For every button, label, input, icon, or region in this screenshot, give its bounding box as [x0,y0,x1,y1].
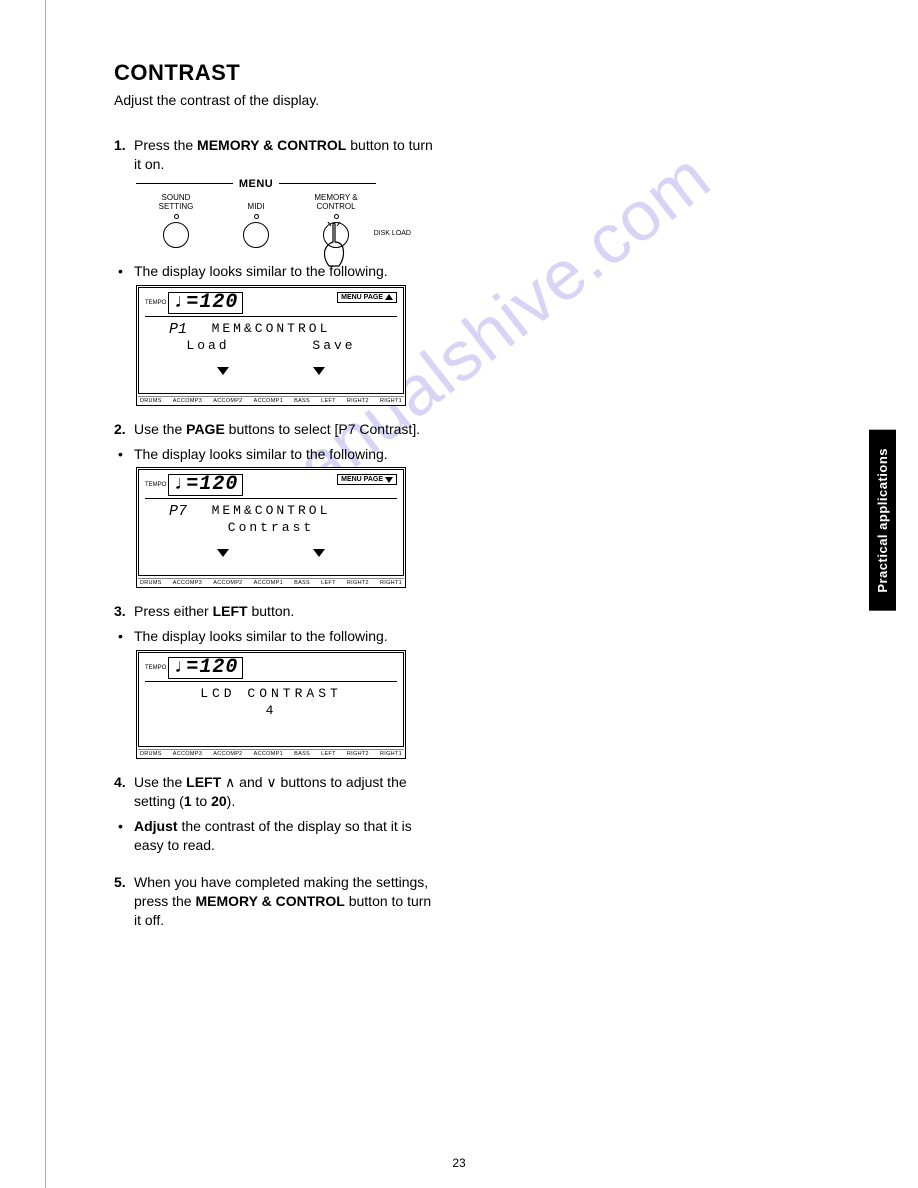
step-text: When you have completed making the setti… [134,873,434,930]
step-3: 3. Press either LEFT button. The display… [114,602,434,759]
t: Use the [134,421,186,437]
tempo-value: ♩=120 [168,657,243,679]
bullet-text: The display looks similar to the followi… [134,445,388,464]
step-text: Use the LEFT ∧ and ∨ buttons to adjust t… [134,773,434,811]
triangle-up-icon [385,294,393,300]
bullet-text: The display looks similar to the followi… [134,262,388,281]
menupage-indicator: MENU PAGE [337,292,397,303]
triangle-down-icon [217,367,229,375]
t: Adjust [134,818,178,834]
t: LEFT [213,603,248,619]
intro-text: Adjust the contrast of the display. [114,92,843,108]
led-icon [254,214,259,219]
t: 20 [211,793,227,809]
t: buttons to select [P7 Contrast]. [225,421,420,437]
t: Press either [134,603,213,619]
step-text: Press the MEMORY & CONTROL button to tur… [134,136,434,174]
track-labels: DRUMSACCOMP3ACCOMP2ACCOMP1BASSLEFTRIGHT2… [138,578,404,586]
t: MEMORY & CONTROL [195,893,344,909]
side-tab: Practical applications [869,430,896,611]
step-num: 4. [114,773,134,811]
bullet-text: Adjust the contrast of the display so th… [134,817,434,855]
triangle-down-icon [313,549,325,557]
step-num: 3. [114,602,134,621]
tempo-value: ♩=120 [168,292,243,314]
tempo-value: ♩=120 [168,474,243,496]
label: MEMORY & CONTROL [314,194,357,212]
menu-title: MENU [239,178,273,190]
step-text: Press either LEFT button. [134,602,434,621]
button-ring [243,222,269,248]
t: Use the [134,774,186,790]
label: MIDI [248,194,265,212]
t: MEMORY & CONTROL [197,137,346,153]
bullet-text: The display looks similar to the followi… [134,627,388,646]
rule [279,183,376,184]
steps-list: 1. Press the MEMORY & CONTROL button to … [114,136,434,929]
label: SOUND SETTING [159,194,194,212]
button-midi: MIDI [225,194,287,248]
triangle-down-icon [313,367,325,375]
tempo-label: TEMPO [145,300,166,306]
step-num: 5. [114,873,134,930]
lcd-sub: Contrast [228,520,314,535]
menu-figure: MENU SOUND SETTING MIDI [136,178,434,248]
tempo-label: TEMPO [145,665,166,671]
heading-contrast: CONTRAST [114,60,843,86]
bullet-icon [114,817,134,855]
lcd-value: 4 [266,703,277,718]
button-sound-setting: SOUND SETTING [145,194,207,248]
lcd-sub: Save [312,338,355,353]
button-memory-control: MEMORY & CONTROL DISK LOAD [305,194,367,248]
triangle-down-icon [217,549,229,557]
tempo-label: TEMPO [145,482,166,488]
bullet-icon [114,627,134,646]
t: ). [227,793,236,809]
button-ring [163,222,189,248]
lcd-figure-1: TEMPO ♩=120 MENU PAGE P1 MEM&CONTROL Loa… [136,285,434,406]
lcd-figure-2: TEMPO ♩=120 MENU PAGE P7 MEM&CONTROL Con… [136,467,434,588]
t: Press the [134,137,197,153]
step-num: 2. [114,420,134,439]
bullet-icon [114,445,134,464]
step-4: 4. Use the LEFT ∧ and ∨ buttons to adjus… [114,773,434,855]
t: 1 [184,793,192,809]
step-5: 5. When you have completed making the se… [114,873,434,930]
lcd-line1: LCD CONTRAST [145,686,397,701]
led-icon [334,214,339,219]
t: button. [248,603,295,619]
step-text: Use the PAGE buttons to select [P7 Contr… [134,420,434,439]
step-2: 2. Use the PAGE buttons to select [P7 Co… [114,420,434,589]
step-1: 1. Press the MEMORY & CONTROL button to … [114,136,434,406]
page-number: 23 [452,1156,465,1170]
diskload-label: DISK LOAD [374,230,411,237]
track-labels: DRUMSACCOMP3ACCOMP2ACCOMP1BASSLEFTRIGHT2… [138,396,404,404]
page-content: CONTRAST Adjust the contrast of the disp… [45,0,873,1188]
t: PAGE [186,421,225,437]
lcd-sub: Load [186,338,229,353]
lcd-page: P7 [169,503,187,520]
t: LEFT [186,774,221,790]
step-num: 1. [114,136,134,174]
finger-icon [319,222,349,272]
rule [136,183,233,184]
track-labels: DRUMSACCOMP3ACCOMP2ACCOMP1BASSLEFTRIGHT2… [138,749,404,757]
bullet-icon [114,262,134,281]
t: to [192,793,211,809]
menupage-indicator: MENU PAGE [337,474,397,485]
lcd-figure-3: TEMPO ♩=120 LCD CONTRAST 4 [136,650,434,759]
lcd-page: P1 [169,321,187,338]
triangle-down-icon [385,477,393,483]
led-icon [174,214,179,219]
